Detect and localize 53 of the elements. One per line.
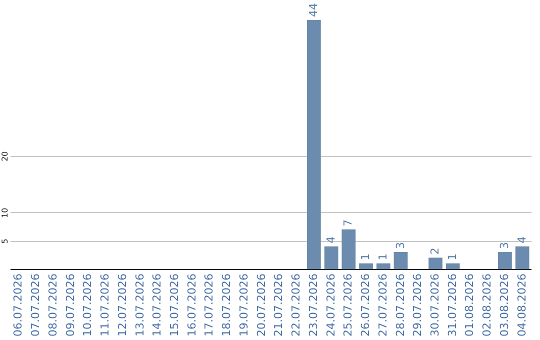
- x-tick-label: 16.07.2026: [185, 274, 198, 336]
- x-tick-label: 29.07.2026: [411, 274, 424, 336]
- x-tick-label: 07.07.2026: [29, 274, 42, 336]
- data-label: 1: [376, 253, 390, 260]
- data-label: 4: [324, 236, 338, 244]
- bar: [376, 263, 390, 269]
- y-tick-label: 5: [0, 238, 10, 244]
- data-label: 3: [498, 242, 511, 250]
- data-label: 4: [515, 236, 528, 244]
- data-label: 1: [359, 253, 372, 260]
- y-tick-label: 10: [0, 208, 10, 218]
- x-tick-label: 14.07.2026: [150, 274, 164, 336]
- data-label: 44: [306, 3, 320, 17]
- x-tick-label: 19.07.2026: [237, 274, 250, 336]
- bar: [342, 229, 356, 269]
- x-tick-label: 24.07.2026: [324, 274, 338, 336]
- x-tick-label: 01.08.2026: [463, 274, 476, 336]
- x-tick-label: 31.07.2026: [446, 274, 459, 336]
- data-label: 3: [394, 242, 407, 250]
- x-tick-label: 02.08.2026: [480, 274, 494, 336]
- x-tick-label: 26.07.2026: [359, 274, 372, 336]
- x-tick-label: 09.07.2026: [64, 274, 77, 336]
- bar: [428, 258, 442, 269]
- bar: [324, 246, 338, 269]
- x-tick-label: 18.07.2026: [220, 274, 234, 336]
- x-tick-label: 15.07.2026: [168, 274, 181, 336]
- x-tick-label: 11.07.2026: [98, 274, 112, 336]
- x-tick-label: 20.07.2026: [254, 274, 268, 336]
- x-tick-label: 03.08.2026: [498, 274, 511, 336]
- x-tick-label: 28.07.2026: [394, 274, 407, 336]
- x-tick-label: 12.07.2026: [116, 274, 129, 336]
- x-tick-label: 17.07.2026: [202, 274, 216, 336]
- x-tick-label: 27.07.2026: [376, 274, 390, 336]
- x-tick-label: 06.07.2026: [12, 274, 25, 336]
- x-tick-label: 25.07.2026: [342, 274, 355, 336]
- data-label: 7: [342, 219, 355, 226]
- x-tick-label: 21.07.2026: [272, 274, 286, 336]
- x-tick-label: 23.07.2026: [306, 274, 320, 336]
- x-tick-label: 08.07.2026: [46, 274, 60, 336]
- x-tick-label: 22.07.2026: [290, 274, 303, 336]
- bar: [498, 252, 512, 269]
- bar: [306, 20, 321, 269]
- x-tick-label: 10.07.2026: [81, 274, 94, 336]
- y-tick-label: 20: [0, 151, 10, 162]
- x-tick-label: 04.08.2026: [515, 274, 528, 336]
- data-label: 1: [446, 253, 459, 260]
- x-tick-label: 13.07.2026: [133, 274, 146, 336]
- bar: [359, 263, 373, 269]
- data-label: 2: [428, 248, 442, 255]
- bar: [394, 252, 408, 269]
- bar: [515, 246, 530, 269]
- bar: [446, 263, 460, 269]
- x-tick-label: 30.07.2026: [428, 274, 442, 336]
